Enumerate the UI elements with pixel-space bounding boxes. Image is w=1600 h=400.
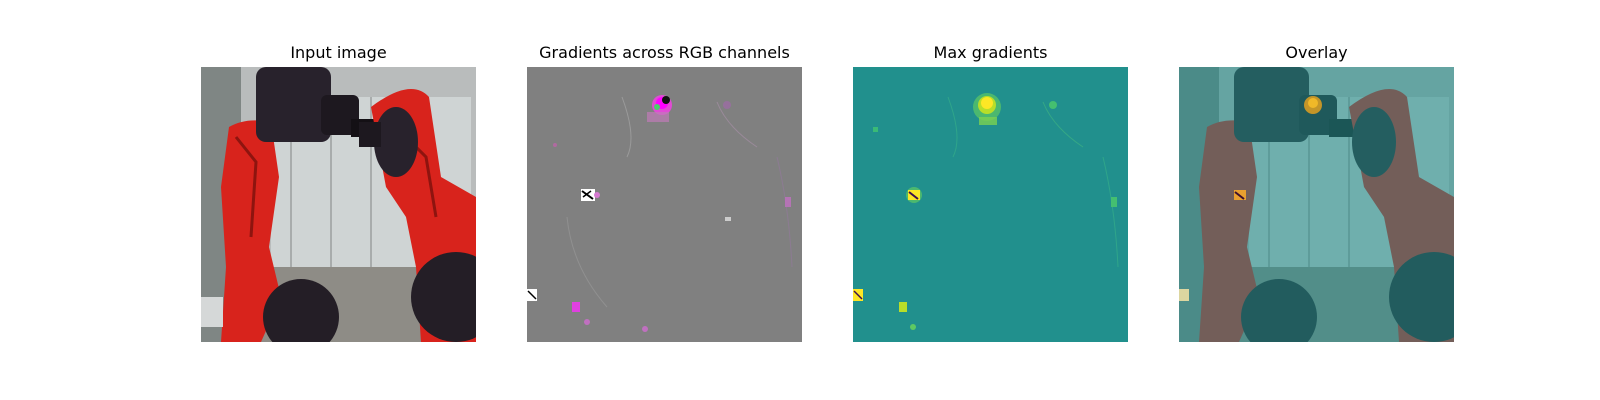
- panel-title: Overlay: [1285, 43, 1348, 62]
- overlay-heatmap-photo: [1179, 67, 1454, 342]
- panel-title: Gradients across RGB channels: [539, 43, 790, 62]
- overlay-image: [1179, 67, 1454, 342]
- max-gradient-heatmap: [853, 67, 1128, 342]
- panel-rgb-gradients: Gradients across RGB channels: [527, 0, 802, 400]
- max-gradient-image: [853, 67, 1128, 342]
- rgb-gradient-image: [527, 67, 802, 342]
- robot-arms-photo: [201, 67, 476, 342]
- panel-title: Max gradients: [933, 43, 1048, 62]
- panel-overlay: Overlay: [1179, 0, 1454, 400]
- panel-max-gradients: Max gradients: [853, 0, 1128, 400]
- panel-input-image: Input image: [201, 0, 476, 400]
- rgb-gradient-map: [527, 67, 802, 342]
- input-image: [201, 67, 476, 342]
- panel-title: Input image: [290, 43, 387, 62]
